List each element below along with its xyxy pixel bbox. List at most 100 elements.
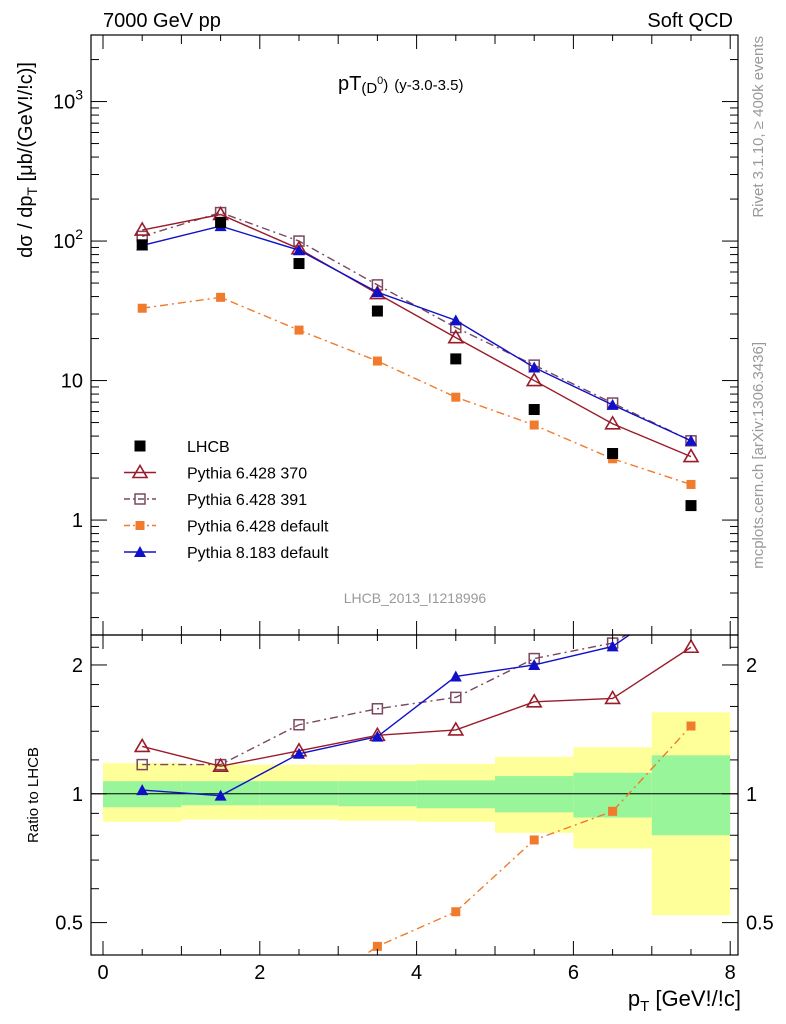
x-tick-label: 4 — [411, 962, 422, 984]
data-point — [293, 244, 305, 256]
ratio-y-tick-label: 0.5 — [55, 913, 83, 935]
ratio-data-point — [686, 591, 696, 601]
y-tick-label: 1 — [72, 510, 83, 532]
legend-label: Pythia 8.183 default — [187, 545, 329, 562]
ratio-data-point — [293, 718, 305, 731]
ratio-frame — [90, 634, 739, 956]
data-point — [294, 325, 304, 335]
ratio-series-line — [363, 725, 692, 955]
ratio-y-tick-label-right: 2 — [746, 655, 757, 677]
ratio-data-point — [136, 758, 148, 771]
ratio-data-point — [216, 1019, 225, 1024]
ratio-y-tick-label: 1 — [72, 784, 83, 806]
x-tick-label: 6 — [568, 962, 579, 984]
ratio-data-point — [525, 693, 543, 708]
ratio-y-tick-label: 2 — [72, 655, 83, 677]
y-label-unit: [μb/(GeV!/!c)] — [15, 62, 37, 187]
data-point — [607, 448, 619, 460]
ratio-data-point — [214, 789, 227, 801]
legend-marker — [134, 493, 146, 505]
data-point — [136, 239, 148, 251]
y-tick-label: 102 — [53, 226, 83, 253]
data-point — [606, 398, 619, 410]
ratio-data-point — [450, 691, 462, 704]
ratio-data-point — [449, 670, 462, 682]
y-label-sub: T — [24, 187, 40, 196]
legend-label: Pythia 6.428 391 — [187, 492, 307, 509]
ratio-data-point — [372, 941, 382, 951]
ratio-data-point — [136, 784, 149, 796]
ratio-data-point — [608, 806, 618, 816]
title-range: (y-3.0-3.5) — [394, 77, 463, 94]
ratio-uncertainty-bands — [91, 712, 738, 916]
y-tick-label: 103 — [53, 87, 83, 114]
series-line — [142, 296, 692, 486]
mcplots-label: mcplots.cern.ch [arXiv:1306.3436] — [750, 342, 767, 569]
ratio-data-point — [371, 703, 384, 715]
data-point — [133, 221, 151, 236]
legend-marker — [135, 521, 145, 530]
analysis-id: LHCB_2013_I1218996 — [344, 590, 487, 606]
header-left: 7000 GeV pp — [103, 10, 221, 32]
ratio-y-tick-label-right: 0.5 — [746, 913, 774, 935]
x-tick-label: 2 — [254, 962, 265, 984]
ratio-series-line — [142, 635, 628, 766]
data-point — [528, 404, 540, 416]
ratio-data-point — [212, 757, 229, 773]
y-label-main: dσ / dp — [15, 196, 37, 258]
data-point — [371, 286, 384, 298]
data-point — [525, 371, 543, 387]
ratio-data-point — [371, 730, 384, 742]
legend-label: Pythia 6.428 370 — [187, 466, 307, 483]
data-point — [293, 258, 305, 270]
data-point — [529, 420, 539, 430]
ratio-data-point — [604, 689, 621, 705]
ratio-data-point — [133, 737, 151, 753]
ratio-data-point — [685, 587, 697, 598]
series-line — [142, 225, 692, 442]
legend-label: LHCB — [187, 439, 230, 456]
ratio-data-point — [293, 747, 305, 759]
x-tick-label: 8 — [725, 962, 736, 984]
x-label-unit: [GeV!/!c] — [649, 986, 741, 1011]
header-right: Soft QCD — [647, 10, 733, 32]
title-main: pT — [338, 73, 361, 95]
title-sub: (D — [361, 80, 377, 97]
ratio-data-point — [682, 638, 700, 654]
ratio-data-point — [606, 640, 619, 652]
main-series — [133, 205, 700, 512]
data-point — [685, 434, 697, 446]
legend-marker — [134, 440, 146, 452]
ratio-y-tick-label-right: 1 — [746, 784, 757, 806]
ratio-data-point — [295, 995, 304, 1004]
series-line — [141, 211, 692, 442]
data-point — [372, 356, 382, 366]
legend-label: Pythia 6.428 default — [187, 519, 329, 536]
plot-title: pT(D0) (y-3.0-3.5) — [338, 73, 463, 97]
legend: LHCB Pythia 6.428 370 Pythia 6.428 391 Pyth… — [124, 439, 329, 562]
data-point — [451, 392, 461, 402]
title-close: ) — [383, 77, 388, 94]
x-label-main: p — [628, 986, 640, 1011]
data-point — [216, 292, 226, 302]
data-point — [682, 448, 700, 463]
ratio-data-point — [447, 721, 465, 736]
x-label-sub: T — [640, 998, 649, 1015]
ratio-series — [133, 587, 700, 1024]
data-point — [137, 303, 147, 313]
data-point — [450, 353, 462, 365]
y-axis-label: dσ / dpT [μb/(GeV!/!c)] — [15, 62, 40, 258]
data-point — [449, 314, 462, 326]
data-point — [686, 479, 696, 489]
ratio-data-point — [529, 835, 539, 845]
legend-marker — [134, 546, 146, 557]
data-point — [371, 305, 383, 317]
band-inner-bin — [259, 781, 339, 806]
ratio-data-point — [686, 721, 696, 731]
ratio-data-point — [451, 907, 461, 917]
series-line — [142, 213, 692, 458]
legend-marker — [131, 463, 149, 479]
data-point — [447, 329, 465, 344]
